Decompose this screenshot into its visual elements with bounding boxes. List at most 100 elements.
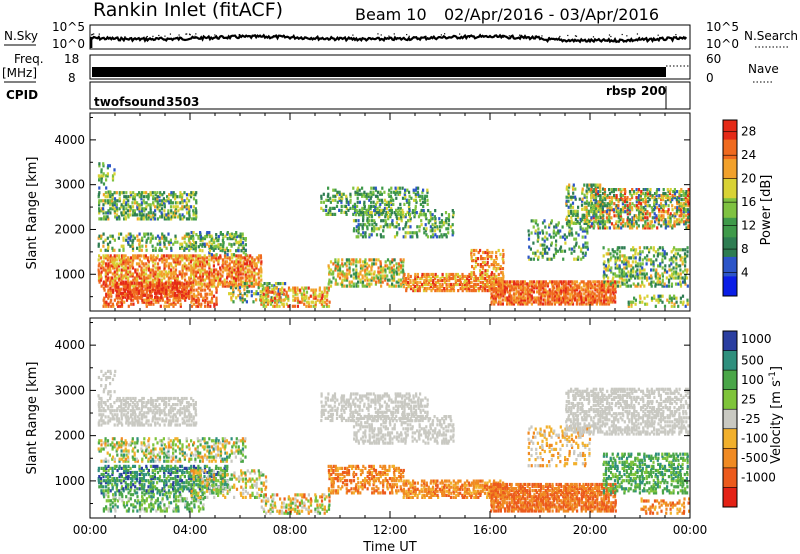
range-gate-cell [687,196,690,200]
range-gate-cell [678,198,681,202]
range-gate-cell [355,229,358,233]
range-gate-cell [534,229,537,233]
range-gate-cell [221,270,225,274]
range-gate-cell [559,245,563,249]
range-gate-cell [590,199,593,203]
range-gate-cell [495,257,498,261]
range-gate-cell [634,260,637,264]
range-gate-cell [635,220,638,224]
noise-search-point [91,34,93,36]
range-gate-cell [111,302,114,306]
range-gate-cell [180,242,184,246]
range-gate-cell [320,206,323,210]
range-gate-cell [629,204,632,208]
range-gate-cell [250,264,253,268]
range-gate-cell [188,234,191,238]
range-gate-cell [555,225,558,229]
range-gate-cell [497,282,500,286]
range-gate-cell [135,291,139,295]
range-gate-cell [623,200,627,204]
range-gate-cell [559,235,562,239]
range-gate-cell [170,209,173,213]
range-gate-cell [147,276,150,280]
range-gate-cell [343,204,346,208]
noise-search-point [509,36,512,39]
range-gate-cell [216,274,219,278]
range-gate-cell [494,300,497,304]
range-gate-cell [189,276,192,280]
range-gate-cell [117,287,120,291]
noise-search-point [559,35,561,38]
range-gate-cell [145,262,148,266]
noise-search-point [459,33,461,35]
range-gate-cell [102,260,105,264]
range-gate-cell [461,276,464,281]
range-gate-cell [107,276,110,280]
range-gate-cell [395,262,398,266]
range-gate-cell [248,278,251,282]
range-gate-cell [188,213,191,217]
range-gate-cell [506,282,509,286]
range-gate-cell [642,210,645,214]
range-gate-cell [619,254,622,258]
range-gate-cell [616,258,619,262]
range-gate-cell [177,209,180,213]
range-gate-cell [470,274,473,279]
range-gate-cell [282,292,285,296]
range-gate-cell [378,215,381,219]
range-gate-cell [611,280,614,284]
range-gate-cell [275,294,278,298]
range-gate-cell [195,304,198,308]
range-gate-cell [447,231,450,235]
range-gate-cell [596,298,599,302]
range-gate-cell [104,304,108,308]
range-gate-cell [664,226,667,230]
range-gate-cell [214,272,217,276]
range-gate-cell [504,296,507,300]
range-gate-cell [635,206,638,210]
range-gate-cell [196,260,200,264]
range-gate-cell [136,207,139,211]
range-gate-cell [190,258,193,262]
range-gate-cell [106,174,109,178]
range-gate-cell [486,250,489,255]
range-gate-cell [188,193,191,197]
range-gate-cell [593,196,596,200]
range-gate-cell [345,272,348,276]
range-gate-cell [249,262,252,266]
range-gate-cell [228,242,231,246]
range-gate-cell [241,264,244,268]
range-gate-cell [213,276,216,280]
range-gate-cell [201,298,205,302]
range-gate-cell [174,195,177,199]
range-gate-cell [575,231,578,235]
range-gate-cell [246,294,249,298]
range-gate-cell [434,272,437,277]
range-gate-cell [237,262,240,266]
range-gate-cell [586,183,589,187]
range-gate-cell [219,266,222,270]
range-gate-cell [172,304,175,308]
range-gate-cell [163,203,166,207]
range-gate-cell [208,272,211,276]
range-gate-cell [610,270,613,274]
range-gate-cell [114,215,117,219]
range-gate-cell [368,212,371,216]
range-gate-cell [568,233,571,237]
range-gate-cell [215,290,218,294]
range-gate-cell [223,280,226,284]
range-gate-cell [192,280,195,284]
range-gate-cell [262,298,265,302]
range-gate-cell [463,285,466,289]
range-gate-cell [176,300,180,304]
range-gate-cell [598,288,601,292]
range-gate-cell [607,300,610,304]
range-gate-cell [387,202,390,206]
range-gate-cell [371,223,374,227]
range-gate-cell [219,278,222,282]
range-gate-cell [379,202,382,206]
range-gate-cell [165,304,168,308]
range-gate-cell [176,287,179,291]
range-gate-cell [431,223,434,227]
range-gate-cell [251,266,254,270]
